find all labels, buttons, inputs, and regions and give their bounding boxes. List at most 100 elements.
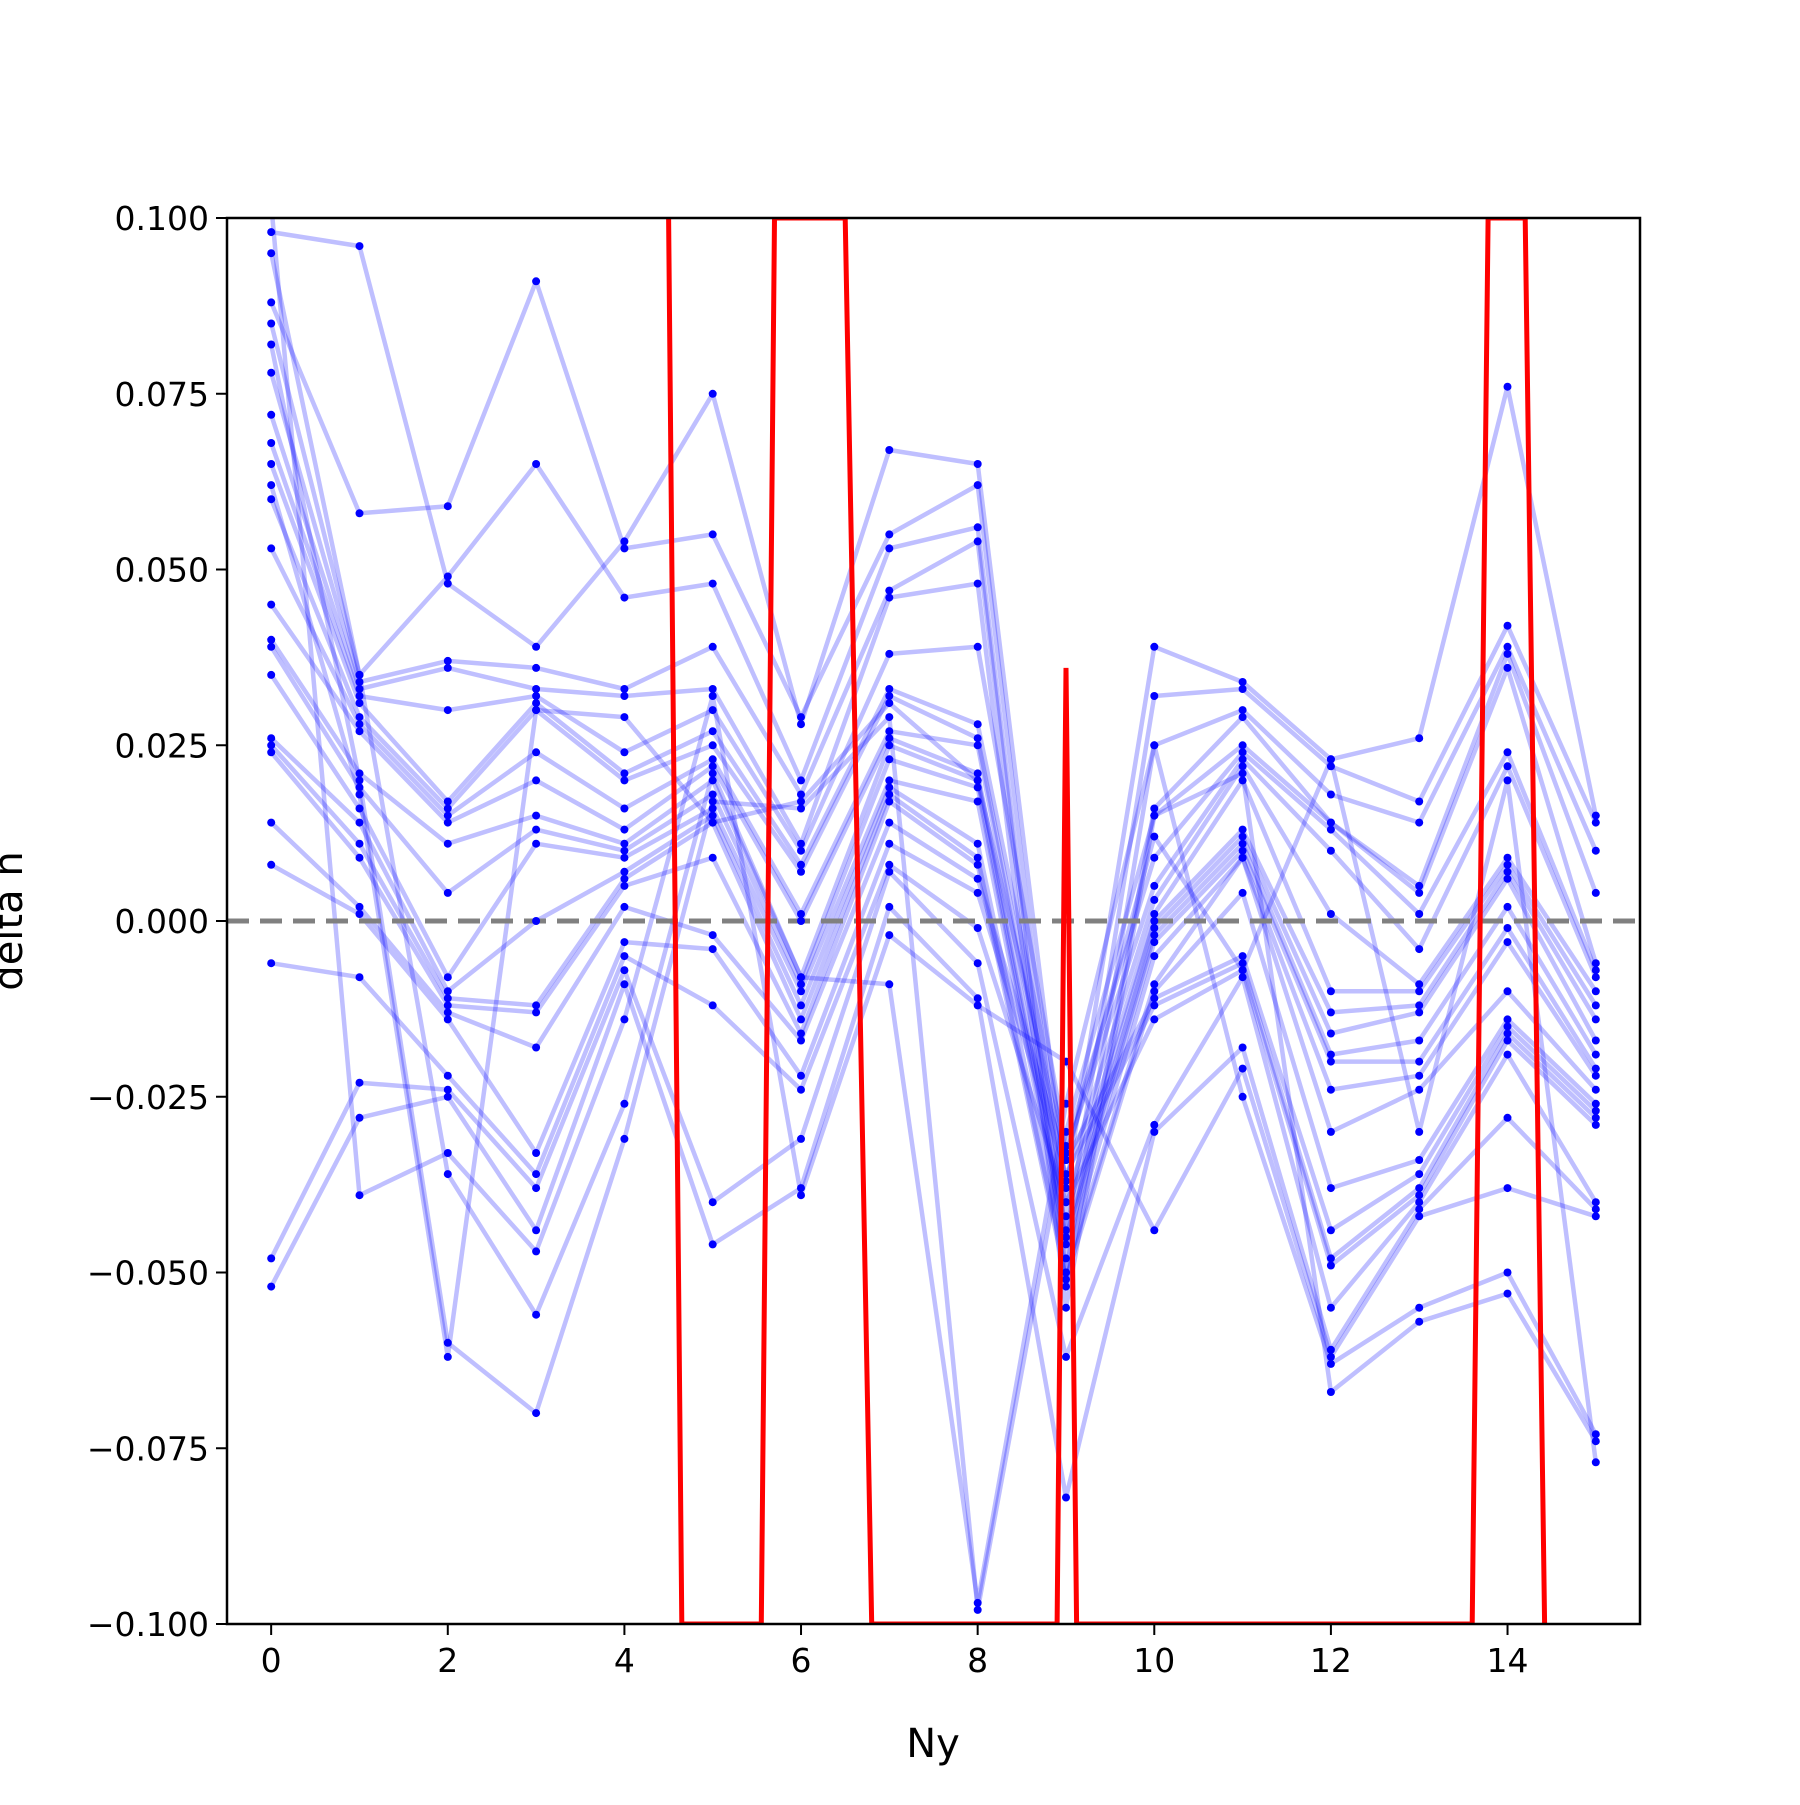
data-point [355, 818, 364, 827]
data-point [620, 874, 629, 883]
data-point [1415, 1036, 1424, 1045]
series-line [269, 638, 1598, 1233]
data-point [267, 1254, 276, 1263]
data-point [885, 783, 894, 792]
data-point [1150, 1015, 1159, 1024]
data-point [973, 888, 982, 897]
data-point [708, 762, 717, 771]
x-tick-label: 6 [791, 1641, 812, 1680]
data-point [355, 804, 364, 813]
data-point [532, 706, 541, 715]
data-point [708, 642, 717, 651]
data-point [1062, 1156, 1070, 1164]
data-point [267, 818, 276, 827]
data-point [885, 790, 894, 799]
data-point [355, 973, 364, 982]
data-point [1591, 973, 1600, 982]
data-point [1150, 1001, 1159, 1010]
data-point [973, 853, 982, 862]
data-point [1150, 980, 1159, 989]
data-point [1150, 853, 1159, 862]
data-point [532, 277, 541, 286]
data-point [1326, 987, 1335, 996]
data-point [1326, 1345, 1335, 1354]
data-point [1326, 1254, 1335, 1263]
data-point [797, 1029, 805, 1038]
data-point [1503, 860, 1512, 869]
data-point [1150, 987, 1159, 996]
data-point [355, 509, 364, 518]
data-point [973, 1001, 982, 1010]
data-point [1062, 1233, 1070, 1242]
data-point [443, 818, 452, 827]
data-point [620, 776, 629, 785]
data-point [1150, 881, 1159, 890]
data-point [797, 1001, 805, 1010]
data-point [1415, 1205, 1424, 1214]
data-point [532, 1149, 541, 1157]
data-point [885, 685, 894, 693]
data-point [1415, 888, 1424, 897]
data-point [1415, 881, 1424, 890]
data-point [708, 706, 717, 715]
data-point [267, 368, 276, 377]
data-point [355, 1113, 364, 1122]
series-line [269, 372, 1598, 1289]
data-point [708, 741, 717, 750]
data-point [1150, 642, 1159, 651]
data-point [1503, 902, 1512, 911]
data-point [1238, 839, 1247, 848]
data-point [1238, 706, 1247, 715]
data-point [620, 952, 629, 961]
data-point [885, 586, 894, 595]
data-point [1326, 1388, 1335, 1396]
data-point [1238, 952, 1247, 961]
data-point [1238, 888, 1247, 897]
data-point [1415, 1198, 1424, 1207]
data-point [532, 1184, 541, 1193]
data-point [1326, 1050, 1335, 1059]
data-point [1062, 1177, 1070, 1186]
data-point [355, 727, 364, 736]
data-point [620, 713, 629, 722]
data-point [267, 319, 276, 328]
data-point [355, 699, 364, 708]
data-point [708, 818, 717, 827]
data-point [620, 1015, 629, 1024]
series-line [269, 673, 1598, 1247]
data-point [1591, 1064, 1600, 1073]
data-point [1238, 755, 1247, 764]
x-axis: 0 2 4 6 8 10 12 14 [261, 1624, 1529, 1680]
series-line [269, 279, 1598, 1240]
data-point [443, 804, 452, 813]
data-point [620, 839, 629, 848]
data-point [973, 924, 982, 932]
data-point [1062, 1198, 1070, 1207]
data-point [532, 1409, 541, 1418]
data-point [267, 249, 276, 258]
data-point [355, 692, 364, 700]
data-point [1062, 1303, 1070, 1312]
data-point [443, 1008, 452, 1017]
data-point [885, 699, 894, 708]
data-point [1591, 1198, 1600, 1207]
data-point [1503, 1184, 1512, 1193]
data-point [1503, 1268, 1512, 1277]
data-point [443, 656, 452, 665]
data-point [1150, 741, 1159, 750]
series-layer [268, 218, 1599, 1613]
data-point [885, 980, 894, 989]
data-point [1150, 994, 1159, 1003]
data-point [620, 748, 629, 757]
data-point [443, 987, 452, 996]
data-point [620, 853, 629, 862]
data-point [1415, 945, 1424, 954]
data-point [1503, 762, 1512, 771]
data-point [355, 720, 364, 729]
data-point [885, 727, 894, 736]
data-point [355, 790, 364, 799]
data-point [973, 797, 982, 806]
data-point [1326, 790, 1335, 799]
